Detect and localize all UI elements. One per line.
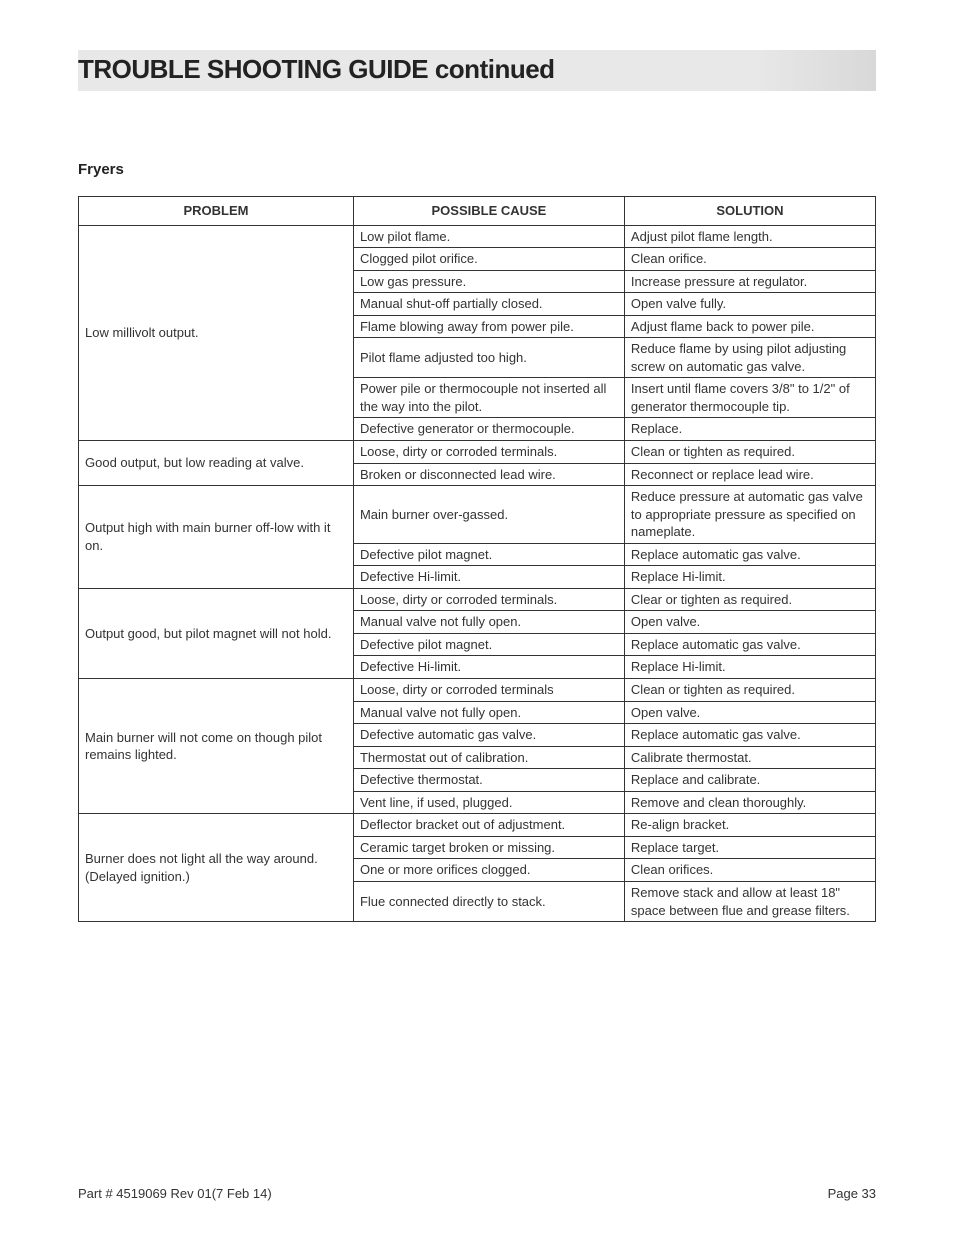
problem-cell: Good output, but low reading at valve. <box>79 441 354 486</box>
problem-cell: Output high with main burner off-low wit… <box>79 486 354 589</box>
solution-cell: Replace automatic gas valve. <box>624 633 875 656</box>
cause-cell: Main burner over-gassed. <box>353 486 624 544</box>
cause-cell: Manual valve not fully open. <box>353 611 624 634</box>
header-problem: PROBLEM <box>79 197 354 226</box>
solution-cell: Clean orifice. <box>624 248 875 271</box>
cause-cell: Defective pilot magnet. <box>353 543 624 566</box>
cause-cell: Manual valve not fully open. <box>353 701 624 724</box>
header-solution: SOLUTION <box>624 197 875 226</box>
solution-cell: Clean or tighten as required. <box>624 679 875 702</box>
solution-cell: Calibrate thermostat. <box>624 746 875 769</box>
solution-cell: Adjust pilot flame length. <box>624 225 875 248</box>
cause-cell: Low gas pressure. <box>353 270 624 293</box>
problem-cell: Burner does not light all the way around… <box>79 814 354 922</box>
cause-cell: One or more orifices clogged. <box>353 859 624 882</box>
solution-cell: Reduce pressure at automatic gas valve t… <box>624 486 875 544</box>
cause-cell: Defective pilot magnet. <box>353 633 624 656</box>
solution-cell: Replace Hi-limit. <box>624 566 875 589</box>
solution-cell: Increase pressure at regulator. <box>624 270 875 293</box>
solution-cell: Open valve fully. <box>624 293 875 316</box>
cause-cell: Thermostat out of calibration. <box>353 746 624 769</box>
cause-cell: Clogged pilot orifice. <box>353 248 624 271</box>
solution-cell: Replace target. <box>624 836 875 859</box>
cause-cell: Power pile or thermocouple not inserted … <box>353 378 624 418</box>
table-header-row: PROBLEM POSSIBLE CAUSE SOLUTION <box>79 197 876 226</box>
table-row: Output good, but pilot magnet will not h… <box>79 588 876 611</box>
table-row: Output high with main burner off-low wit… <box>79 486 876 544</box>
table-row: Low millivolt output.Low pilot flame.Adj… <box>79 225 876 248</box>
solution-cell: Open valve. <box>624 701 875 724</box>
cause-cell: Broken or disconnected lead wire. <box>353 463 624 486</box>
cause-cell: Loose, dirty or corroded terminals. <box>353 441 624 464</box>
footer-part-number: Part # 4519069 Rev 01(7 Feb 14) <box>78 1186 272 1201</box>
cause-cell: Ceramic target broken or missing. <box>353 836 624 859</box>
cause-cell: Defective Hi-limit. <box>353 656 624 679</box>
solution-cell: Remove stack and allow at least 18" spac… <box>624 881 875 921</box>
solution-cell: Re-align bracket. <box>624 814 875 837</box>
cause-cell: Defective Hi-limit. <box>353 566 624 589</box>
table-row: Burner does not light all the way around… <box>79 814 876 837</box>
cause-cell: Flue connected directly to stack. <box>353 881 624 921</box>
cause-cell: Pilot flame adjusted too high. <box>353 338 624 378</box>
cause-cell: Low pilot flame. <box>353 225 624 248</box>
problem-cell: Main burner will not come on though pilo… <box>79 679 354 814</box>
troubleshooting-table: PROBLEM POSSIBLE CAUSE SOLUTION Low mill… <box>78 196 876 922</box>
title-bar: TROUBLE SHOOTING GUIDE continued <box>78 50 876 91</box>
solution-cell: Replace. <box>624 418 875 441</box>
header-cause: POSSIBLE CAUSE <box>353 197 624 226</box>
solution-cell: Replace automatic gas valve. <box>624 724 875 747</box>
cause-cell: Flame blowing away from power pile. <box>353 315 624 338</box>
solution-cell: Replace Hi-limit. <box>624 656 875 679</box>
page-title: TROUBLE SHOOTING GUIDE continued <box>78 54 555 84</box>
cause-cell: Loose, dirty or corroded terminals <box>353 679 624 702</box>
solution-cell: Remove and clean thoroughly. <box>624 791 875 814</box>
solution-cell: Replace and calibrate. <box>624 769 875 792</box>
footer-page-number: Page 33 <box>828 1186 876 1201</box>
table-row: Good output, but low reading at valve.Lo… <box>79 441 876 464</box>
section-subhead: Fryers <box>78 161 876 178</box>
problem-cell: Low millivolt output. <box>79 225 354 440</box>
cause-cell: Defective thermostat. <box>353 769 624 792</box>
solution-cell: Replace automatic gas valve. <box>624 543 875 566</box>
cause-cell: Loose, dirty or corroded terminals. <box>353 588 624 611</box>
solution-cell: Clean or tighten as required. <box>624 441 875 464</box>
table-row: Main burner will not come on though pilo… <box>79 679 876 702</box>
solution-cell: Insert until flame covers 3/8" to 1/2" o… <box>624 378 875 418</box>
solution-cell: Clean orifices. <box>624 859 875 882</box>
cause-cell: Defective automatic gas valve. <box>353 724 624 747</box>
solution-cell: Adjust flame back to power pile. <box>624 315 875 338</box>
document-page: TROUBLE SHOOTING GUIDE continued Fryers … <box>0 0 954 1235</box>
solution-cell: Reconnect or replace lead wire. <box>624 463 875 486</box>
cause-cell: Defective generator or thermocouple. <box>353 418 624 441</box>
problem-cell: Output good, but pilot magnet will not h… <box>79 588 354 678</box>
cause-cell: Deflector bracket out of adjustment. <box>353 814 624 837</box>
cause-cell: Vent line, if used, plugged. <box>353 791 624 814</box>
solution-cell: Reduce flame by using pilot adjusting sc… <box>624 338 875 378</box>
solution-cell: Clear or tighten as required. <box>624 588 875 611</box>
page-footer: Part # 4519069 Rev 01(7 Feb 14) Page 33 <box>78 1186 876 1201</box>
solution-cell: Open valve. <box>624 611 875 634</box>
cause-cell: Manual shut-off partially closed. <box>353 293 624 316</box>
